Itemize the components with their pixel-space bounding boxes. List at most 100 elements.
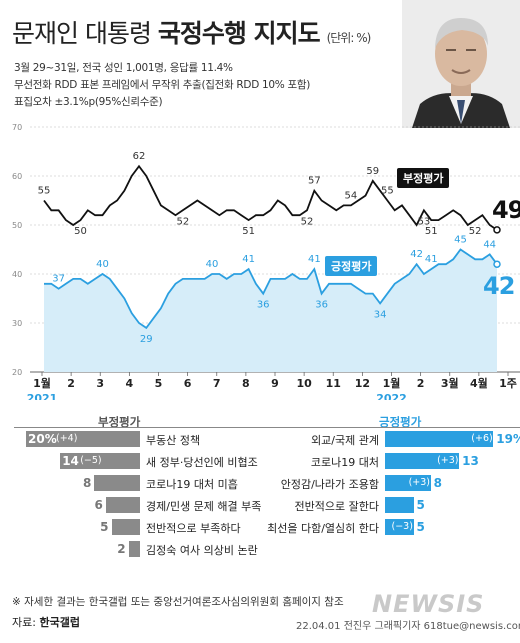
positive-bar-value: 5: [416, 498, 425, 512]
xtick-label: 7: [213, 377, 221, 390]
negative-bar: [128, 541, 140, 557]
source-prefix: 자료:: [12, 616, 40, 629]
footnote: ※ 자세한 결과는 한국갤럽 또는 중앙선거여론조사심의위원회 홈페이지 참조: [12, 596, 344, 608]
xtick-label: 2: [67, 377, 75, 390]
negative-data-label: 62: [133, 151, 146, 162]
negative-bar-value: 6: [94, 498, 103, 512]
negative-data-label: 54: [345, 190, 358, 201]
unit-label: (단위: %): [326, 31, 372, 45]
positive-data-label: 42: [410, 249, 423, 260]
positive-data-label: 34: [374, 309, 387, 320]
positive-data-label: 29: [140, 334, 153, 345]
negative-series-line: [43, 164, 498, 231]
negative-data-label: 53: [418, 216, 431, 227]
positive-bar: [385, 497, 414, 513]
negative-bar-value: 20%: [28, 432, 57, 446]
negative-bar-change: (+4): [56, 433, 78, 444]
ytick-label: 50: [12, 221, 22, 230]
xtick-label: 3월: [441, 376, 459, 390]
source: 자료: 한국갤럽: [12, 614, 80, 630]
source-name: 한국갤럽: [39, 616, 80, 629]
negative-bar-value: 5: [100, 520, 109, 534]
negative-bar: [94, 475, 140, 491]
negative-end-marker: [493, 226, 501, 234]
positive-legend-label: 긍정평가: [325, 256, 378, 276]
negative-bar: [111, 519, 140, 535]
positive-bar: [385, 453, 460, 469]
positive-reason-label: 안정감/나라가 조용함: [280, 478, 379, 491]
ytick-label: 30: [12, 319, 22, 328]
positive-data-label: 45: [454, 235, 467, 246]
negative-bar: [60, 453, 140, 469]
negative-data-label: 52: [469, 226, 482, 237]
positive-reason-label: 외교/국제 관계: [311, 434, 379, 447]
positive-data-label: 41: [242, 254, 255, 265]
positive-bar: [385, 431, 494, 447]
negative-bar: [26, 431, 140, 447]
positive-area: [44, 249, 497, 372]
positive-data-label: 40: [96, 259, 109, 270]
negative-reason-label: 부동산 정책: [146, 434, 201, 447]
positive-data-label: 36: [257, 300, 270, 311]
xtick-label: 4월: [470, 376, 488, 390]
negative-data-label: 57: [308, 176, 321, 187]
negative-data-label: 55: [38, 186, 51, 197]
watermark: NEWSIS: [372, 590, 485, 618]
negative-reason-label: 전반적으로 부족하다: [146, 522, 241, 535]
xtick-label: 4: [126, 377, 134, 390]
positive-data-label: 40: [206, 259, 219, 270]
positive-data-label: 44: [483, 239, 496, 250]
negative-data-label: 51: [242, 226, 255, 237]
xtick-label: 3: [96, 377, 104, 390]
xtick-label: 1주: [499, 377, 517, 390]
xtick-label: 10: [296, 377, 312, 390]
survey-meta-line-1: 3월 29~31일, 전국 성인 1,001명, 응답률 11.4%: [14, 62, 233, 74]
credit: 22.04.01 전진우 그래픽기자 618tue@newsis.com: [296, 621, 520, 632]
negative-bar: [105, 497, 140, 513]
positive-data-label: 41: [425, 254, 438, 265]
positive-data-label: 41: [308, 254, 321, 265]
positive-bar-value: 5: [416, 520, 425, 534]
xtick-label: 5: [155, 377, 163, 390]
negative-bar-value: 14: [62, 454, 79, 468]
title-bold: 국정수행 지지도: [157, 19, 321, 48]
positive-bar-value: 13: [462, 454, 479, 468]
positive-bar-change: (−3): [391, 521, 413, 532]
final-negative-value: 49: [492, 196, 520, 224]
final-positive-value: 42: [483, 272, 515, 300]
ytick-label: 70: [12, 123, 22, 132]
negative-data-label: 55: [381, 186, 394, 197]
survey-meta-line-2: 무선전화 RDD 표본 프레임에서 무작위 추출(집전화 RDD 10% 포함): [14, 79, 311, 91]
positive-data-label: 37: [52, 274, 65, 285]
positive-bar-value: 8: [433, 476, 442, 490]
positive-bar-change: (+3): [408, 477, 431, 488]
title-prefix: 문재인 대통령: [12, 19, 158, 48]
negative-legend-label: 부정평가: [397, 168, 450, 188]
negative-reason-label: 코로나19 대처 미흡: [146, 478, 238, 491]
xtick-label: 12: [355, 377, 370, 390]
chart-title: 문재인 대통령 국정수행 지지도 (단위: %): [12, 14, 372, 50]
negative-bars-header: 부정평가: [98, 415, 141, 429]
negative-bar-value: 8: [83, 476, 92, 490]
negative-data-label: 52: [176, 216, 189, 227]
ytick-label: 20: [12, 368, 22, 377]
ytick-label: 40: [12, 270, 22, 279]
ytick-label: 60: [12, 172, 22, 181]
xtick-label: 1월: [33, 376, 51, 390]
xtick-label: 1월: [383, 376, 401, 390]
positive-reason-label: 최선을 다함/열심히 한다: [267, 522, 379, 535]
positive-bars-header: 긍정평가: [379, 415, 422, 429]
xtick-label: 9: [271, 377, 279, 390]
negative-reason-label: 새 정부·당선인에 비협조: [146, 456, 258, 469]
divider: [14, 427, 520, 428]
xtick-label: 11: [326, 377, 341, 390]
negative-reason-label: 경제/민생 문제 해결 부족: [146, 500, 262, 513]
negative-data-label: 52: [301, 216, 314, 227]
positive-bar-change: (+6): [471, 433, 493, 444]
xtick-label: 6: [184, 377, 192, 390]
positive-series-line: [44, 248, 498, 330]
year-label: 2021: [27, 392, 58, 400]
positive-reason-label: 전반적으로 잘한다: [294, 500, 379, 513]
xtick-label: 8: [242, 377, 250, 390]
